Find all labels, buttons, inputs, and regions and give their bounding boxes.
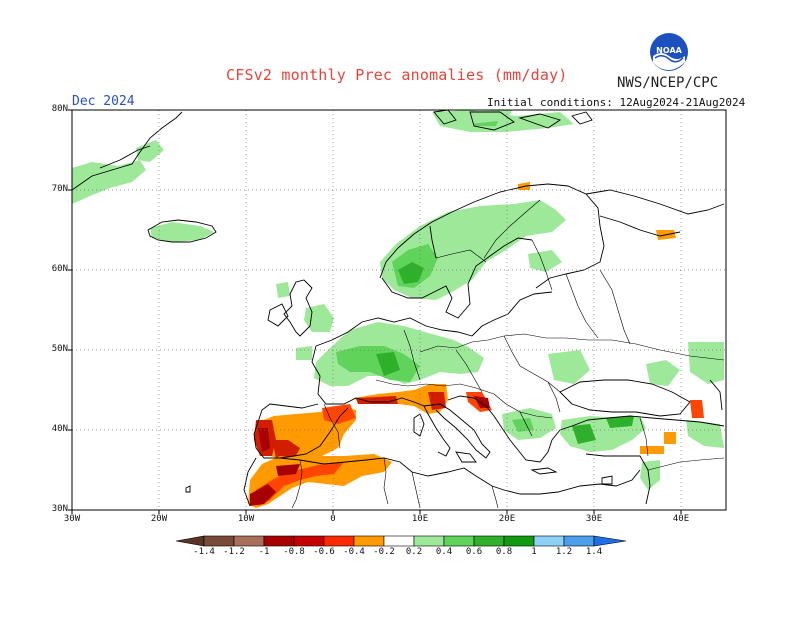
lat-label: 40N [51, 424, 68, 434]
anomaly-shading [72, 110, 724, 508]
lon-label: 0 [330, 514, 336, 524]
colorbar-bin [473, 535, 505, 547]
colorbar-label: 0.2 [405, 547, 423, 557]
map-grid [72, 110, 726, 510]
colorbar-bin [533, 535, 565, 547]
colorbar-label: 0.4 [435, 547, 453, 557]
colorbar-bin [263, 535, 295, 547]
colorbar-label: -0.4 [343, 547, 365, 557]
colorbar-right-arrow [593, 535, 627, 547]
country-borders [291, 199, 725, 509]
colorbar-bin [293, 535, 325, 547]
lon-label: 40E [672, 514, 690, 524]
colorbar-label: -0.2 [373, 547, 395, 557]
axis-ticks [68, 109, 682, 514]
initial-conditions: Initial conditions: 12Aug2024-21Aug2024 [487, 96, 746, 109]
agency-label: NWS/NCEP/CPC [617, 75, 719, 91]
colorbar-bin [413, 535, 445, 547]
coastlines [71, 109, 725, 507]
colorbar-label: 0.8 [495, 547, 513, 557]
lat-label: 30N [51, 504, 68, 514]
colorbar-bin [203, 535, 235, 547]
chart-title: CFSv2 monthly Prec anomalies (mm/day) [226, 66, 568, 84]
lat-label: 80N [51, 104, 68, 114]
logo-text: NOAA [656, 46, 682, 55]
lat-label: 50N [51, 344, 68, 354]
map-frame [71, 109, 727, 511]
colorbar [175, 535, 627, 547]
lon-label: 10E [411, 514, 429, 524]
lon-label: 30E [585, 514, 603, 524]
colorbar-label: -1.2 [223, 547, 245, 557]
colorbar-label: 0.6 [465, 547, 483, 557]
colorbar-label: 1.4 [585, 547, 603, 557]
colorbar-bin [353, 535, 385, 547]
colorbar-label: -1.4 [193, 547, 215, 557]
colorbar-bin [323, 535, 355, 547]
colorbar-bin [383, 535, 415, 547]
colorbar-label: -1 [258, 547, 270, 557]
colorbar-bin [443, 535, 475, 547]
colorbar-label: 1 [531, 547, 537, 557]
noaa-logo-icon: NOAA [650, 33, 688, 71]
lat-label: 70N [51, 184, 68, 194]
forecast-period: Dec 2024 [72, 94, 135, 109]
lon-label: 20W [150, 514, 168, 524]
colorbar-label: -0.8 [283, 547, 305, 557]
colorbar-bin [503, 535, 535, 547]
colorbar-label: -0.6 [313, 547, 335, 557]
lat-label: 60N [51, 264, 68, 274]
colorbar-left-arrow [175, 535, 205, 547]
colorbar-label: 1.2 [555, 547, 573, 557]
colorbar-bin [233, 535, 265, 547]
colorbar-bin [563, 535, 595, 547]
lon-label: 10W [237, 514, 255, 524]
lon-label: 20E [498, 514, 516, 524]
lon-label: 30W [63, 514, 81, 524]
